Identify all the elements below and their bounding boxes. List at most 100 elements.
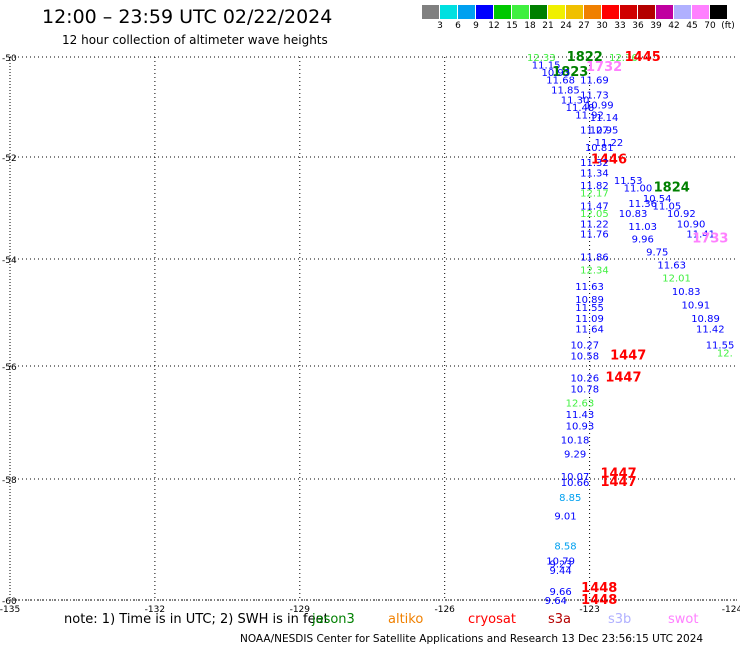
- wave-height-label: 11.03: [628, 222, 657, 233]
- time-label: 1823: [552, 65, 588, 80]
- satellite-legend-cryosat: cryosat: [468, 612, 516, 627]
- time-label: 1446: [591, 153, 627, 168]
- colorbar-label: 39: [650, 21, 662, 31]
- colorbar-swatch: [422, 5, 439, 19]
- colorbar-swatch: [602, 5, 619, 19]
- wave-height-label: 10.91: [682, 300, 711, 311]
- colorbar-swatch: [548, 5, 565, 19]
- x-tick-label: -126: [434, 605, 455, 615]
- wave-height-label: 10.26: [570, 373, 599, 384]
- wave-height-label: 11.63: [657, 260, 686, 271]
- wave-height-label: 11.30: [561, 96, 590, 107]
- wave-height-label: 11.05: [653, 201, 682, 212]
- wave-height-label: 11.55: [575, 303, 604, 314]
- colorbar-swatch: [566, 5, 583, 19]
- colorbar-label: 18: [524, 21, 536, 31]
- colorbar-label: 21: [542, 21, 554, 31]
- wave-height-label: 11.41: [686, 230, 715, 241]
- colorbar-swatch: [494, 5, 511, 19]
- wave-height-label: 9.23: [549, 560, 571, 571]
- colorbar-label: (ft): [721, 21, 735, 31]
- satellite-legend-altiko: altiko: [388, 612, 424, 627]
- wave-height-label: 10.07: [561, 472, 590, 483]
- time-label: 1732: [586, 60, 622, 75]
- wave-height-label: 9.01: [554, 511, 576, 522]
- colorbar-label: 33: [614, 21, 626, 31]
- colorbar-swatch: [440, 5, 457, 19]
- satellite-legend-jason3: jason3: [312, 612, 355, 627]
- time-label: 1447: [610, 348, 646, 363]
- wave-height-label: 10.79: [546, 557, 575, 568]
- wave-height-label: 11.09: [575, 314, 604, 325]
- x-tick-label: -124: [722, 605, 740, 615]
- colorbar-label: 45: [686, 21, 698, 31]
- time-label: 1447: [600, 466, 636, 481]
- wave-height-label: 11.47: [580, 201, 609, 212]
- colorbar-label: 30: [596, 21, 608, 31]
- credit-line: NOAA/NESDIS Center for Satellite Applica…: [240, 633, 704, 645]
- colorbar-label: 9: [473, 21, 479, 31]
- time-label: 1448: [581, 593, 617, 608]
- colorbar-label: 27: [578, 21, 590, 31]
- wave-height-label: 11.14: [590, 113, 619, 124]
- time-label: 1448: [581, 581, 617, 596]
- colorbar-label: 15: [506, 21, 518, 31]
- x-tick-label: -123: [579, 605, 599, 615]
- colorbar-swatch: [674, 5, 691, 19]
- wave-height-label: 11.32: [580, 158, 609, 169]
- y-tick-label: -58: [2, 476, 17, 486]
- satellite-legend-swot: swot: [668, 612, 699, 627]
- wave-height-label: 11.27: [580, 126, 609, 137]
- wave-height-label: 10.27: [570, 341, 599, 352]
- wave-height-label: 11.86: [580, 252, 609, 263]
- time-label: 1822: [567, 50, 603, 65]
- colorbar-label: 6: [455, 21, 461, 31]
- wave-height-label: 10.90: [677, 219, 706, 230]
- wave-height-label: 10.83: [619, 209, 648, 220]
- time-label: 1447: [600, 475, 636, 490]
- wave-height-label: 11.48: [566, 103, 595, 114]
- wave-height-label: 9.29: [564, 450, 586, 461]
- wave-height-label: 12.33: [527, 53, 556, 64]
- wave-height-label: 12.01: [662, 274, 691, 285]
- colorbar-label: 42: [668, 21, 680, 31]
- wave-height-label: 10.81: [585, 143, 614, 154]
- wave-height-label: 12.05: [580, 209, 609, 220]
- wave-height-label: 11.22: [580, 219, 609, 230]
- wave-height-label: 11.00: [624, 184, 653, 195]
- wave-height-label: 9.64: [545, 596, 567, 607]
- wave-height-label: 11.15: [532, 61, 561, 72]
- colorbar-swatch: [458, 5, 475, 19]
- wave-height-label: 10.78: [570, 385, 599, 396]
- wave-height-label: 8.85: [559, 493, 581, 504]
- wave-height-label: 10.18: [561, 435, 590, 446]
- wave-height-label: 12.34: [580, 266, 609, 277]
- wave-height-label: 10.93: [541, 68, 570, 79]
- colorbar-swatch: [638, 5, 655, 19]
- wave-height-label: 9.44: [549, 566, 571, 577]
- colorbar-swatch: [620, 5, 637, 19]
- wave-height-label: 10.93: [566, 421, 595, 432]
- wave-height-label: 10.89: [691, 314, 720, 325]
- wave-height-label: 11.36: [628, 199, 657, 210]
- wave-height-label: 11.42: [696, 325, 725, 336]
- wave-height-label: 9.96: [632, 235, 654, 246]
- x-tick-label: -135: [0, 605, 20, 615]
- colorbar-label: 70: [704, 21, 716, 31]
- wave-height-label: 10.54: [643, 194, 672, 205]
- x-tick-label: -129: [290, 605, 311, 615]
- chart-title: 12:00 – 23:59 UTC 02/22/2024: [42, 6, 333, 28]
- wave-height-label: 11.22: [595, 138, 624, 149]
- time-label: 1445: [625, 50, 661, 65]
- wave-height-label: 11.76: [580, 230, 609, 241]
- colorbar-swatch: [476, 5, 493, 19]
- wave-height-label: 11.55: [706, 341, 735, 352]
- wave-height-label: 9.66: [549, 587, 571, 598]
- wave-height-label: 10.58: [570, 351, 599, 362]
- y-tick-label: -54: [2, 256, 17, 266]
- wave-height-label: 12.36: [609, 53, 638, 64]
- wave-height-label: 11.63: [575, 282, 604, 293]
- chart-subtitle: 12 hour collection of altimeter wave hei…: [62, 33, 328, 47]
- wave-height-label: 12.63: [566, 399, 595, 410]
- colorbar-swatch: [656, 5, 673, 19]
